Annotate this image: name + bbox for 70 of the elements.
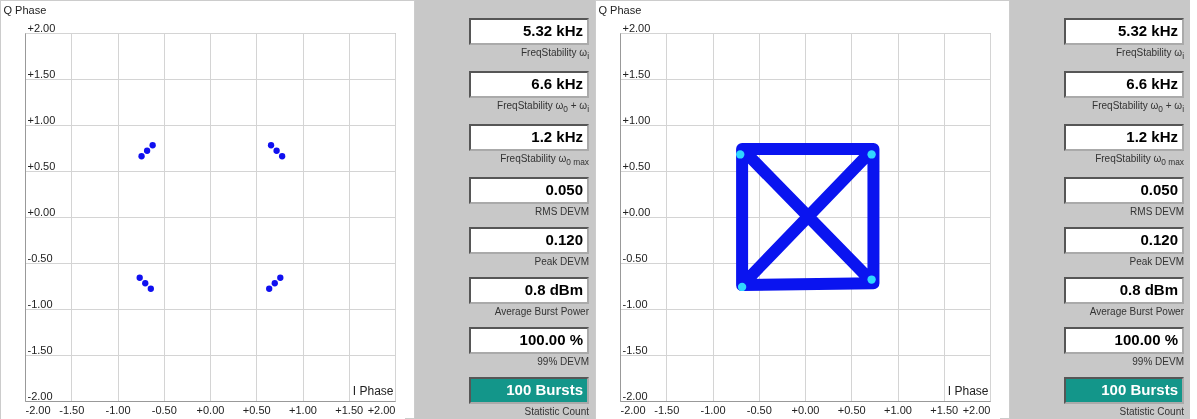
- readout-field: 1.2 kHz: [469, 124, 589, 151]
- text: FreqStability ω$_{0 max}$: [1094, 153, 1184, 167]
- x-tick-label: -1.00: [700, 403, 726, 416]
- x-tick-label: +2.00: [367, 403, 396, 416]
- x-tick-label: +0.50: [242, 403, 271, 416]
- y-tick-label: -2.00: [27, 389, 53, 402]
- text: RMS DEVM: [534, 206, 589, 217]
- readout-field: 0.050: [1064, 177, 1184, 204]
- y-tick-label: -1.00: [622, 297, 648, 310]
- y-tick-label: +1.50: [622, 67, 651, 80]
- readout-field: 0.8 dBm: [469, 277, 589, 304]
- y-tick-label: -2.00: [622, 389, 648, 402]
- x-tick-label: -1.50: [654, 403, 680, 416]
- readout-field: 0.120: [1064, 227, 1184, 254]
- y-tick-label: +1.50: [27, 67, 56, 80]
- y-tick-label: +0.00: [622, 205, 651, 218]
- y-tick-label: +1.00: [622, 113, 651, 126]
- x-tick-label: +1.00: [884, 403, 912, 416]
- y-tick-label: +2.00: [27, 21, 56, 34]
- y-tick-label: +2.00: [622, 21, 651, 34]
- x-tick-label: +0.00: [791, 403, 820, 416]
- x-tick-label: -0.50: [151, 403, 177, 416]
- text: FreqStability ω$_{i}$: [1114, 47, 1184, 61]
- text: 99% DEVM: [1131, 356, 1184, 367]
- x-tick-label: +0.50: [837, 403, 866, 416]
- x-axis-title: I Phase: [352, 383, 394, 398]
- text: Peak DEVM: [533, 256, 589, 267]
- readout-field: 100 Bursts: [469, 377, 589, 404]
- y-axis-title: Q Phase: [598, 3, 642, 16]
- text: 99% DEVM: [536, 356, 589, 367]
- y-tick-label: +0.50: [622, 159, 651, 172]
- readout-field: 100.00 %: [1064, 327, 1184, 354]
- x-tick-label: +1.00: [289, 403, 317, 416]
- text: Statistic Count: [1118, 406, 1184, 417]
- readout-field: 5.32 kHz: [1064, 18, 1184, 45]
- readout-field: 100 Bursts: [1064, 377, 1184, 404]
- x-axis-title: I Phase: [947, 383, 989, 398]
- text: FreqStability ω$_{0}$ + ω$_{i}$: [1091, 100, 1184, 114]
- y-tick-label: -0.50: [622, 251, 648, 264]
- x-tick-label: -1.00: [105, 403, 131, 416]
- text: RMS DEVM: [1129, 206, 1184, 217]
- text: Peak DEVM: [1128, 256, 1184, 267]
- text: FreqStability ω$_{0 max}$: [499, 153, 589, 167]
- readout-field: 0.050: [469, 177, 589, 204]
- readout-field: 5.32 kHz: [469, 18, 589, 45]
- y-axis-title: Q Phase: [3, 3, 47, 16]
- text: FreqStability ω$_{i}$: [519, 47, 589, 61]
- x-tick-label: -0.50: [746, 403, 772, 416]
- readout-field: 6.6 kHz: [469, 71, 589, 98]
- text: FreqStability ω$_{0}$ + ω$_{i}$: [496, 100, 589, 114]
- x-tick-label: +2.00: [962, 403, 991, 416]
- x-tick-label: +1.50: [930, 403, 959, 416]
- text: Statistic Count: [523, 406, 589, 417]
- x-tick-label: -1.50: [59, 403, 85, 416]
- y-tick-label: +0.00: [27, 205, 56, 218]
- y-tick-label: +1.00: [27, 113, 56, 126]
- y-tick-label: -1.50: [622, 343, 648, 356]
- y-tick-label: -0.50: [27, 251, 53, 264]
- y-tick-label: +0.50: [27, 159, 56, 172]
- text: Average Burst Power: [493, 306, 589, 317]
- readout-field: 6.6 kHz: [1064, 71, 1184, 98]
- y-tick-label: -1.50: [27, 343, 53, 356]
- readout-field: 0.120: [469, 227, 589, 254]
- x-tick-label: +1.50: [335, 403, 364, 416]
- readout-field: 0.8 dBm: [1064, 277, 1184, 304]
- x-tick-label: +0.00: [196, 403, 225, 416]
- y-tick-label: -1.00: [27, 297, 53, 310]
- text: Average Burst Power: [1088, 306, 1184, 317]
- readout-field: 1.2 kHz: [1064, 124, 1184, 151]
- readout-field: 100.00 %: [469, 327, 589, 354]
